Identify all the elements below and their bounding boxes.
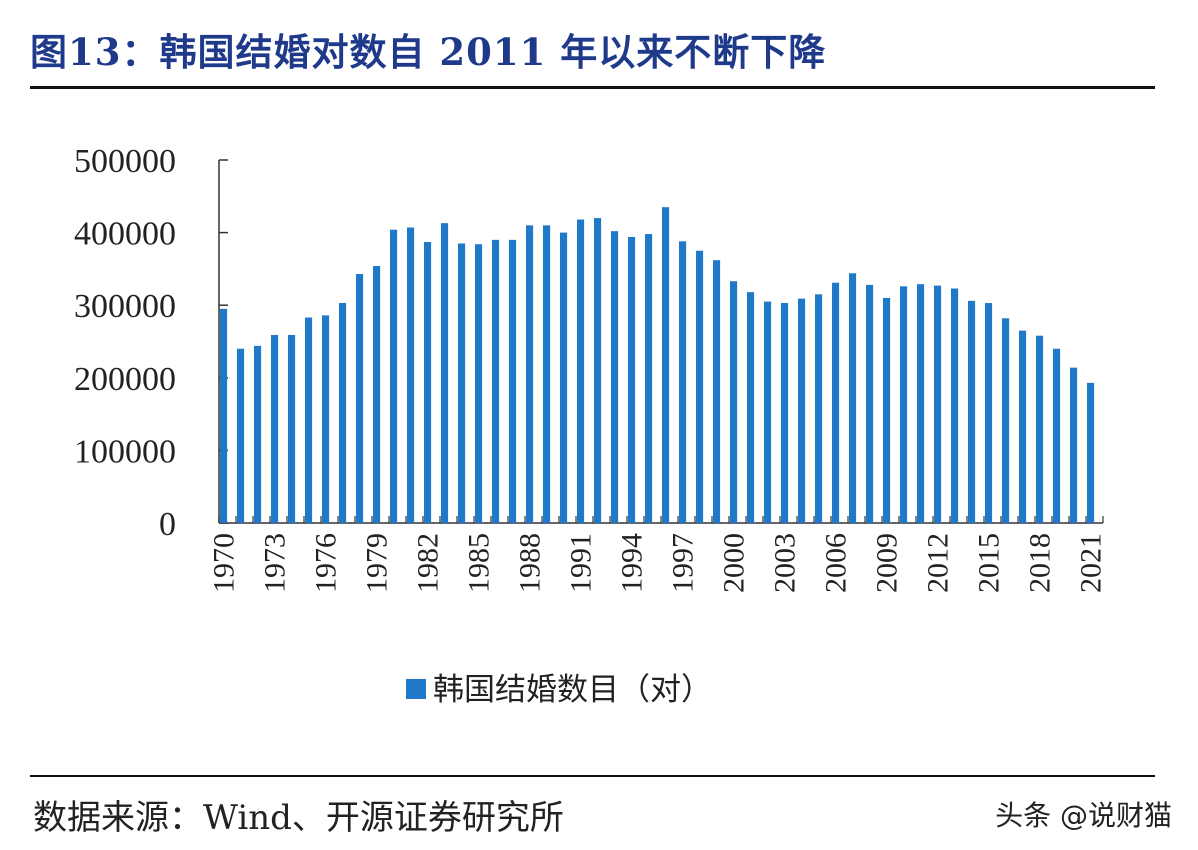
legend-swatch <box>406 679 426 699</box>
bar-2013 <box>950 288 959 523</box>
bar-2016 <box>1001 318 1010 523</box>
x-tick-label: 2018 <box>1024 533 1057 593</box>
bar-1998 <box>695 250 704 523</box>
legend-label: 韩国结婚数目（对） <box>433 672 712 708</box>
bar-1997 <box>678 241 687 523</box>
x-tick-label: 2000 <box>718 533 751 593</box>
x-tick-label: 2015 <box>973 533 1006 593</box>
bar-1985 <box>474 244 483 523</box>
x-tick-label: 1979 <box>361 533 394 593</box>
bar-1993 <box>610 231 619 523</box>
bar-1977 <box>338 303 347 523</box>
bar-2019 <box>1052 348 1061 523</box>
y-tick-label: 100000 <box>74 433 176 470</box>
y-tick-label: 400000 <box>74 216 176 253</box>
bar-1981 <box>406 227 415 523</box>
bar-1999 <box>712 260 721 523</box>
bar-1996 <box>661 207 670 523</box>
bar-2002 <box>763 301 772 523</box>
bar-1975 <box>304 317 313 523</box>
bar-1988 <box>525 225 534 523</box>
bar-1987 <box>508 239 517 524</box>
bar-2020 <box>1069 367 1078 523</box>
source-note: 数据来源：Wind、开源证券研究所 <box>33 798 564 838</box>
source-divider <box>30 775 1155 777</box>
x-tick-label: 2012 <box>922 533 955 593</box>
bar-2012 <box>933 285 942 523</box>
bar-1995 <box>644 234 653 523</box>
bar-1971 <box>236 348 245 523</box>
x-tick-label: 1976 <box>310 533 343 593</box>
bar-1982 <box>423 242 432 523</box>
bar-2015 <box>984 303 993 523</box>
watermark: 头条 @说财猫 <box>995 799 1172 832</box>
bar-2003 <box>780 303 789 523</box>
bar-1983 <box>440 223 449 524</box>
bar-2006 <box>831 282 840 523</box>
bar-1979 <box>372 265 381 523</box>
bar-1989 <box>542 225 551 523</box>
bar-1994 <box>627 236 636 523</box>
bar-1984 <box>457 243 466 524</box>
x-tick-label: 1991 <box>565 533 598 593</box>
bar-1976 <box>321 315 330 523</box>
bar-1972 <box>253 345 262 523</box>
bar-1973 <box>270 334 279 523</box>
bar-2000 <box>729 281 738 523</box>
title-divider <box>30 86 1155 89</box>
bar-2009 <box>882 297 891 523</box>
bar-2014 <box>967 300 976 523</box>
bar-1974 <box>287 334 296 523</box>
bar-1990 <box>559 232 568 523</box>
bar-2007 <box>848 273 857 523</box>
bar-2001 <box>746 292 755 523</box>
y-tick-label: 200000 <box>74 361 176 398</box>
bar-1978 <box>355 273 364 523</box>
bar-2004 <box>797 298 806 523</box>
bar-2018 <box>1035 335 1044 523</box>
bar-2005 <box>814 294 823 523</box>
bar-2021 <box>1086 382 1095 523</box>
x-tick-label: 2006 <box>820 533 853 593</box>
x-tick-label: 1973 <box>259 533 292 593</box>
y-tick-label: 500000 <box>74 143 176 180</box>
x-tick-label: 2021 <box>1075 533 1108 593</box>
x-tick-label: 1982 <box>412 533 445 593</box>
chart-title: 图13：韩国结婚对数自 2011 年以来不断下降 <box>30 30 827 74</box>
bar-1991 <box>576 219 585 524</box>
x-tick-label: 1985 <box>463 533 496 593</box>
x-tick-label: 1970 <box>208 533 241 593</box>
bar-1986 <box>491 239 500 524</box>
x-tick-label: 1997 <box>667 533 700 593</box>
bar-2010 <box>899 286 908 523</box>
x-tick-label: 1994 <box>616 533 649 593</box>
bar-1980 <box>389 229 398 524</box>
bar-2011 <box>916 284 925 523</box>
x-tick-label: 2003 <box>769 533 802 593</box>
bar-1970 <box>219 308 228 523</box>
bar-2008 <box>865 284 874 523</box>
bar-2017 <box>1018 330 1027 523</box>
x-tick-label: 1988 <box>514 533 547 593</box>
bar-1992 <box>593 218 602 523</box>
y-tick-label: 0 <box>159 506 176 543</box>
y-tick-label: 300000 <box>74 288 176 325</box>
x-tick-label: 2009 <box>871 533 904 593</box>
